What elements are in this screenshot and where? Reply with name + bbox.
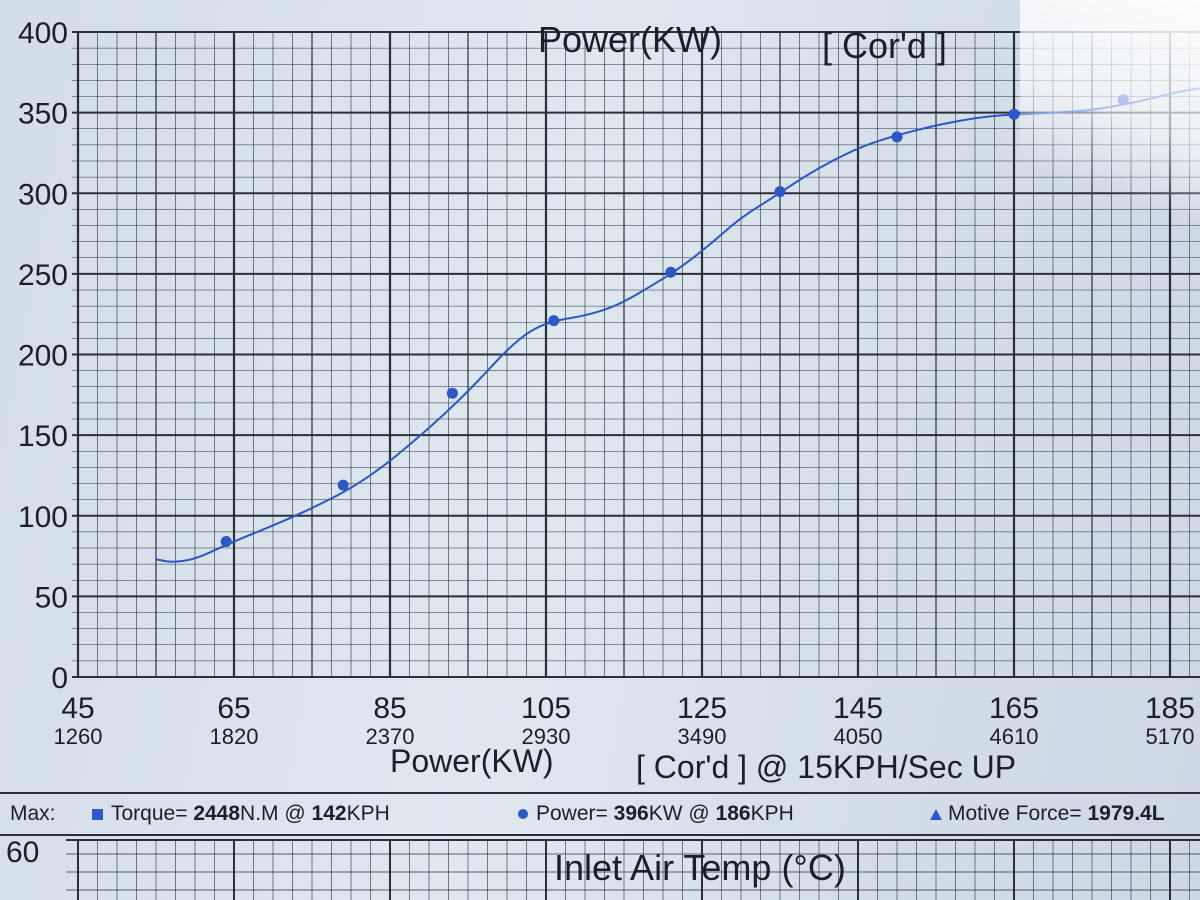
torque-square-icon bbox=[92, 808, 103, 820]
x-tick-sublabel: 2370 bbox=[366, 724, 415, 749]
y-tick-label: 400 bbox=[18, 17, 68, 50]
y-axis-ticks: 0 50 100 150 200 250 300 350 400 bbox=[18, 17, 68, 695]
force-triangle-icon bbox=[930, 808, 942, 820]
chart-title: Inlet Air Temp (°C) bbox=[554, 847, 846, 888]
x-tick-label: 65 bbox=[217, 692, 250, 725]
y-tick-label: 300 bbox=[18, 178, 68, 211]
power-data-point bbox=[337, 479, 349, 491]
chart-title: Power(KW) bbox=[538, 19, 722, 60]
max-label: Max: bbox=[10, 802, 56, 825]
power-data-point bbox=[774, 186, 786, 198]
chart-title-suffix: [ Cor'd ] bbox=[822, 25, 947, 66]
x-tick-label: 85 bbox=[373, 692, 406, 725]
power-data-point bbox=[665, 266, 677, 278]
y-tick-label: 60 bbox=[6, 836, 39, 869]
power-data-point bbox=[891, 131, 903, 143]
x-tick-label: 45 bbox=[61, 692, 94, 725]
max-motive-force: Motive Force= 1979.4 L bbox=[930, 802, 1165, 826]
y-tick-label: 50 bbox=[35, 581, 68, 614]
grid bbox=[66, 839, 1200, 900]
power-data-point bbox=[220, 536, 232, 548]
power-dot-icon bbox=[518, 809, 528, 819]
x-tick-sublabel: 1260 bbox=[54, 724, 103, 749]
y-tick-label: 150 bbox=[18, 420, 68, 453]
x-tick-label: 105 bbox=[521, 692, 571, 725]
power-data-point bbox=[1117, 94, 1129, 106]
power-data-point bbox=[446, 387, 458, 399]
y-tick-label: 250 bbox=[18, 259, 68, 292]
x-tick-sublabel: 5170 bbox=[1146, 724, 1195, 749]
x-tick-label: 145 bbox=[833, 692, 883, 725]
x-tick-sublabel: 3490 bbox=[678, 724, 727, 749]
power-data-point bbox=[1008, 108, 1020, 120]
grid bbox=[72, 31, 1200, 678]
x-tick-sublabel: 1820 bbox=[210, 724, 259, 749]
x-axis-label: Power(KW) bbox=[390, 743, 554, 779]
y-tick-label: 100 bbox=[18, 501, 68, 534]
inlet-air-temp-chart: 60 Inlet Air Temp (°C) bbox=[6, 836, 1200, 900]
x-axis-label-suffix: [ Cor'd ] @ 15KPH/Sec UP bbox=[636, 749, 1016, 785]
x-tick-label: 185 bbox=[1145, 692, 1195, 725]
power-data-point bbox=[548, 315, 560, 327]
y-tick-label: 0 bbox=[51, 662, 68, 695]
max-values-bar: Max: Torque= 2448 N.M @ 142 KPH Power= 396… bbox=[0, 792, 1200, 836]
x-tick-sublabel: 2930 bbox=[522, 724, 571, 749]
max-torque: Torque= 2448 N.M @ 142 KPH bbox=[92, 802, 390, 826]
y-tick-label: 350 bbox=[18, 98, 68, 131]
x-tick-sublabel: 4050 bbox=[834, 724, 883, 749]
x-tick-sublabel: 4610 bbox=[990, 724, 1039, 749]
x-tick-label: 125 bbox=[677, 692, 727, 725]
x-tick-label: 165 bbox=[989, 692, 1039, 725]
y-tick-label: 200 bbox=[18, 340, 68, 373]
max-power: Power= 396 KW @ 186 KPH bbox=[518, 802, 794, 826]
